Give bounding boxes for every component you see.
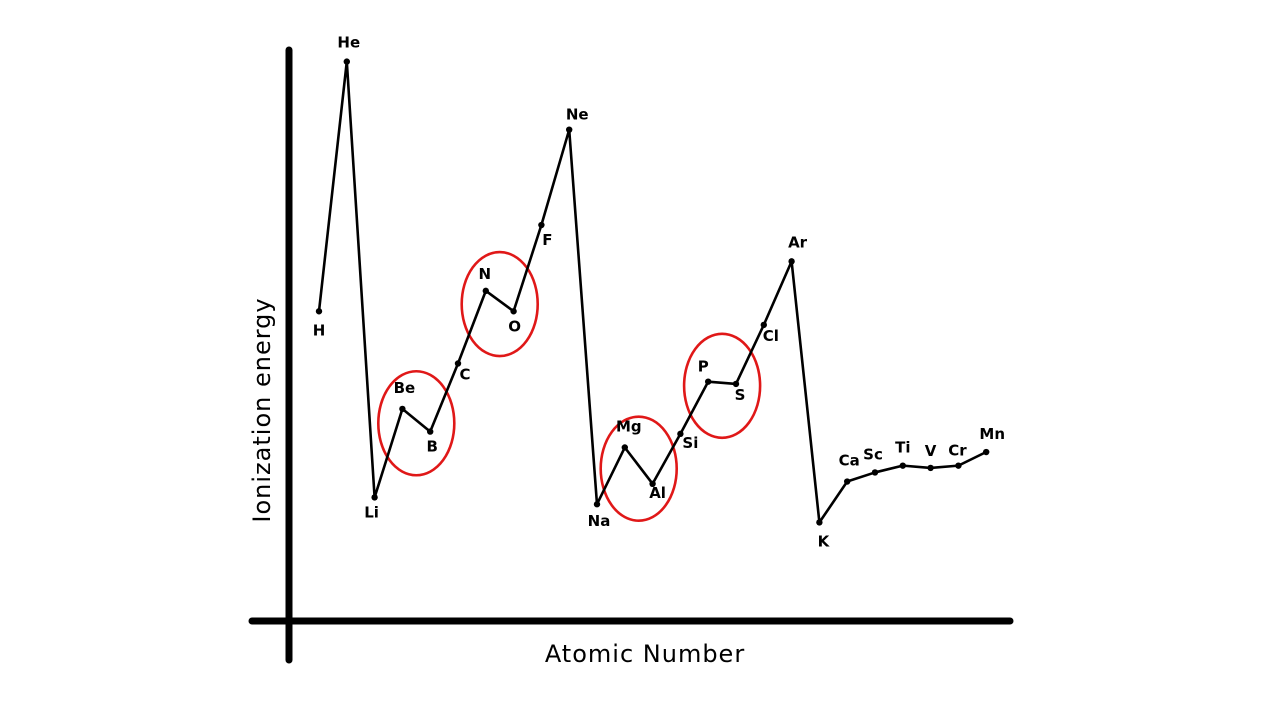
point-label-li: Li — [364, 503, 379, 521]
data-point-mg — [621, 444, 628, 451]
data-point-na — [593, 501, 601, 508]
highlight-n-o — [460, 250, 540, 358]
data-point-k — [816, 519, 823, 526]
point-label-ca: Ca — [839, 452, 860, 470]
data-point-li — [371, 494, 378, 501]
point-label-na: Na — [588, 512, 611, 530]
point-label-sc: Sc — [863, 445, 883, 463]
point-label-p: P — [698, 358, 709, 376]
data-point-mn — [983, 448, 990, 456]
data-point-ti — [899, 462, 906, 469]
point-label-mg: Mg — [616, 417, 642, 435]
point-label-si: Si — [682, 434, 698, 452]
point-label-al: Al — [649, 484, 666, 502]
point-label-cr: Cr — [948, 442, 967, 460]
element-labels: H He Li Be B C N O F Ne Na Mg Al Si P S Cl Ar K Ca Sc Ti V Cr Mn — [313, 34, 1005, 551]
data-point-cl — [760, 321, 767, 329]
x-axis-label: Atomic Number — [545, 640, 745, 668]
y-axis-label: Ionization energy — [248, 297, 276, 522]
data-point-h — [315, 308, 323, 315]
highlight-mg-al — [599, 415, 679, 522]
data-point-n — [482, 287, 489, 295]
data-points — [315, 58, 990, 526]
data-point-p — [705, 378, 712, 385]
point-label-cl: Cl — [763, 327, 779, 345]
point-label-ti: Ti — [895, 439, 910, 457]
data-point-ne — [566, 126, 573, 133]
data-point-o — [510, 308, 517, 315]
data-point-f — [538, 221, 545, 229]
data-point-si — [677, 430, 684, 438]
point-label-ne: Ne — [566, 106, 589, 124]
point-label-s: S — [735, 386, 746, 404]
point-label-k: K — [818, 532, 831, 550]
point-label-o: O — [508, 317, 521, 335]
point-label-ar: Ar — [788, 233, 808, 251]
highlight-circles — [376, 250, 762, 522]
point-label-h: H — [313, 321, 326, 339]
data-point-al — [649, 480, 656, 487]
data-point-sc — [871, 469, 879, 476]
data-point-ar — [788, 258, 795, 265]
point-label-v: V — [925, 442, 937, 460]
data-point-he — [343, 58, 350, 65]
point-label-be: Be — [394, 379, 416, 397]
point-label-f: F — [542, 231, 552, 249]
data-point-cr — [955, 462, 962, 469]
data-point-v — [927, 464, 934, 472]
point-label-c: C — [459, 365, 470, 383]
highlight-p-s — [682, 332, 762, 440]
point-label-n: N — [479, 265, 492, 283]
data-point-b — [427, 428, 434, 435]
point-label-b: B — [426, 438, 437, 456]
point-label-he: He — [337, 34, 360, 52]
data-point-be — [399, 405, 406, 413]
series-line — [317, 60, 988, 524]
point-label-mn: Mn — [979, 425, 1005, 443]
ionization-series — [317, 60, 988, 524]
data-point-ca — [844, 478, 851, 485]
data-point-c — [454, 360, 462, 367]
data-point-s — [732, 380, 740, 388]
highlight-be-b — [376, 369, 456, 477]
